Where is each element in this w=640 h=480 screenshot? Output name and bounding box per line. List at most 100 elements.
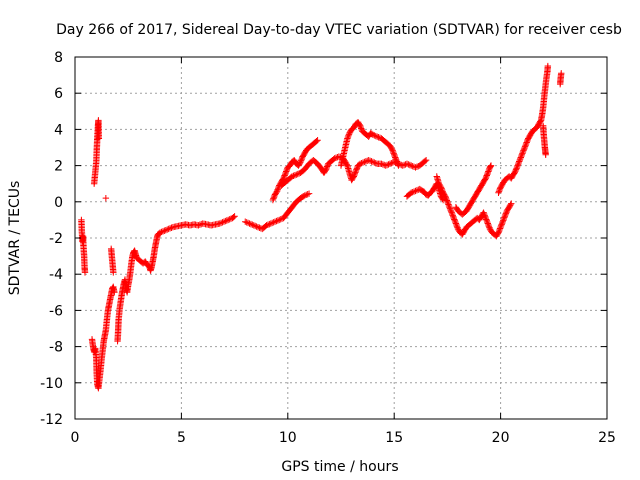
data-point xyxy=(358,125,365,132)
data-point xyxy=(344,135,351,142)
y-tick-label: 2 xyxy=(54,159,63,175)
data-point xyxy=(297,157,305,164)
data-point xyxy=(447,206,454,214)
y-tick-label: 4 xyxy=(54,122,63,138)
data-point xyxy=(274,186,281,193)
data-point xyxy=(168,224,175,231)
data-point xyxy=(332,154,340,161)
y-tick-label: -4 xyxy=(49,267,63,283)
data-point xyxy=(231,213,238,220)
data-point xyxy=(495,189,502,196)
data-point xyxy=(270,195,277,202)
data-point xyxy=(345,132,352,139)
data-point xyxy=(264,221,272,228)
data-point xyxy=(400,161,408,169)
data-point xyxy=(513,163,521,171)
y-axis-title: SDTVAR / TECUs xyxy=(7,181,23,296)
data-point xyxy=(448,210,456,218)
data-point xyxy=(516,158,523,165)
data-point xyxy=(500,217,507,224)
data-point xyxy=(485,166,493,174)
data-point xyxy=(356,160,364,167)
data-point xyxy=(244,219,252,227)
data-point xyxy=(303,191,310,199)
data-point xyxy=(388,146,396,153)
data-point xyxy=(357,123,364,131)
chart-title: Day 266 of 2017, Sidereal Day-to-day VTE… xyxy=(56,22,622,38)
data-point xyxy=(282,169,289,177)
data-point xyxy=(379,161,387,168)
data-point xyxy=(483,173,490,181)
data-point xyxy=(388,159,395,167)
data-point xyxy=(452,218,459,226)
data-point xyxy=(483,216,490,223)
data-point xyxy=(217,219,225,227)
data-point xyxy=(389,148,397,156)
data-point xyxy=(267,220,274,227)
data-point xyxy=(273,217,280,225)
data-point xyxy=(480,210,488,218)
data-point xyxy=(298,156,305,163)
data-point xyxy=(444,198,451,205)
y-tick-label: 0 xyxy=(54,195,63,211)
data-point xyxy=(164,226,171,233)
data-point xyxy=(485,168,492,175)
data-point xyxy=(294,170,301,178)
data-point xyxy=(484,220,492,227)
data-point xyxy=(558,70,565,77)
data-point xyxy=(226,216,233,223)
y-tick-label: -8 xyxy=(49,340,63,356)
data-point xyxy=(351,171,358,179)
data-point xyxy=(391,151,398,158)
data-point xyxy=(438,185,445,192)
data-point xyxy=(521,143,529,150)
data-point xyxy=(358,159,365,167)
data-point xyxy=(450,214,457,222)
data-point xyxy=(159,228,167,235)
data-point xyxy=(356,122,364,129)
data-point xyxy=(220,218,228,225)
data-point xyxy=(369,131,377,139)
data-point xyxy=(216,220,223,227)
data-point xyxy=(344,133,352,141)
data-point xyxy=(362,158,370,165)
data-point xyxy=(297,158,304,166)
y-tick-label: 6 xyxy=(54,86,63,102)
data-point xyxy=(304,191,311,198)
data-point xyxy=(406,161,414,169)
data-point xyxy=(254,223,262,231)
data-point xyxy=(484,170,491,178)
data-point xyxy=(482,214,489,222)
data-point xyxy=(496,225,504,232)
y-tick-label: -6 xyxy=(49,303,63,319)
data-point xyxy=(269,196,277,204)
data-point xyxy=(442,193,449,200)
data-point xyxy=(263,222,270,229)
data-point xyxy=(247,220,255,228)
data-point xyxy=(361,158,368,166)
data-point xyxy=(314,137,321,144)
data-point xyxy=(450,213,457,220)
data-point xyxy=(500,215,507,223)
data-point xyxy=(495,229,502,236)
data-point xyxy=(196,221,204,228)
data-point xyxy=(283,168,290,175)
data-point xyxy=(323,164,330,172)
data-point xyxy=(519,150,526,157)
data-point xyxy=(111,289,118,296)
data-point xyxy=(438,186,446,194)
data-point xyxy=(453,221,460,229)
data-point xyxy=(273,187,281,195)
data-point xyxy=(102,194,110,202)
data-point xyxy=(518,151,526,158)
data-point xyxy=(393,158,401,165)
data-point xyxy=(219,219,226,226)
data-point xyxy=(480,209,487,216)
data-point xyxy=(366,157,374,164)
data-point xyxy=(372,132,379,140)
data-point xyxy=(323,163,331,170)
data-point xyxy=(386,160,394,167)
data-point xyxy=(81,269,89,276)
data-point xyxy=(274,217,282,224)
